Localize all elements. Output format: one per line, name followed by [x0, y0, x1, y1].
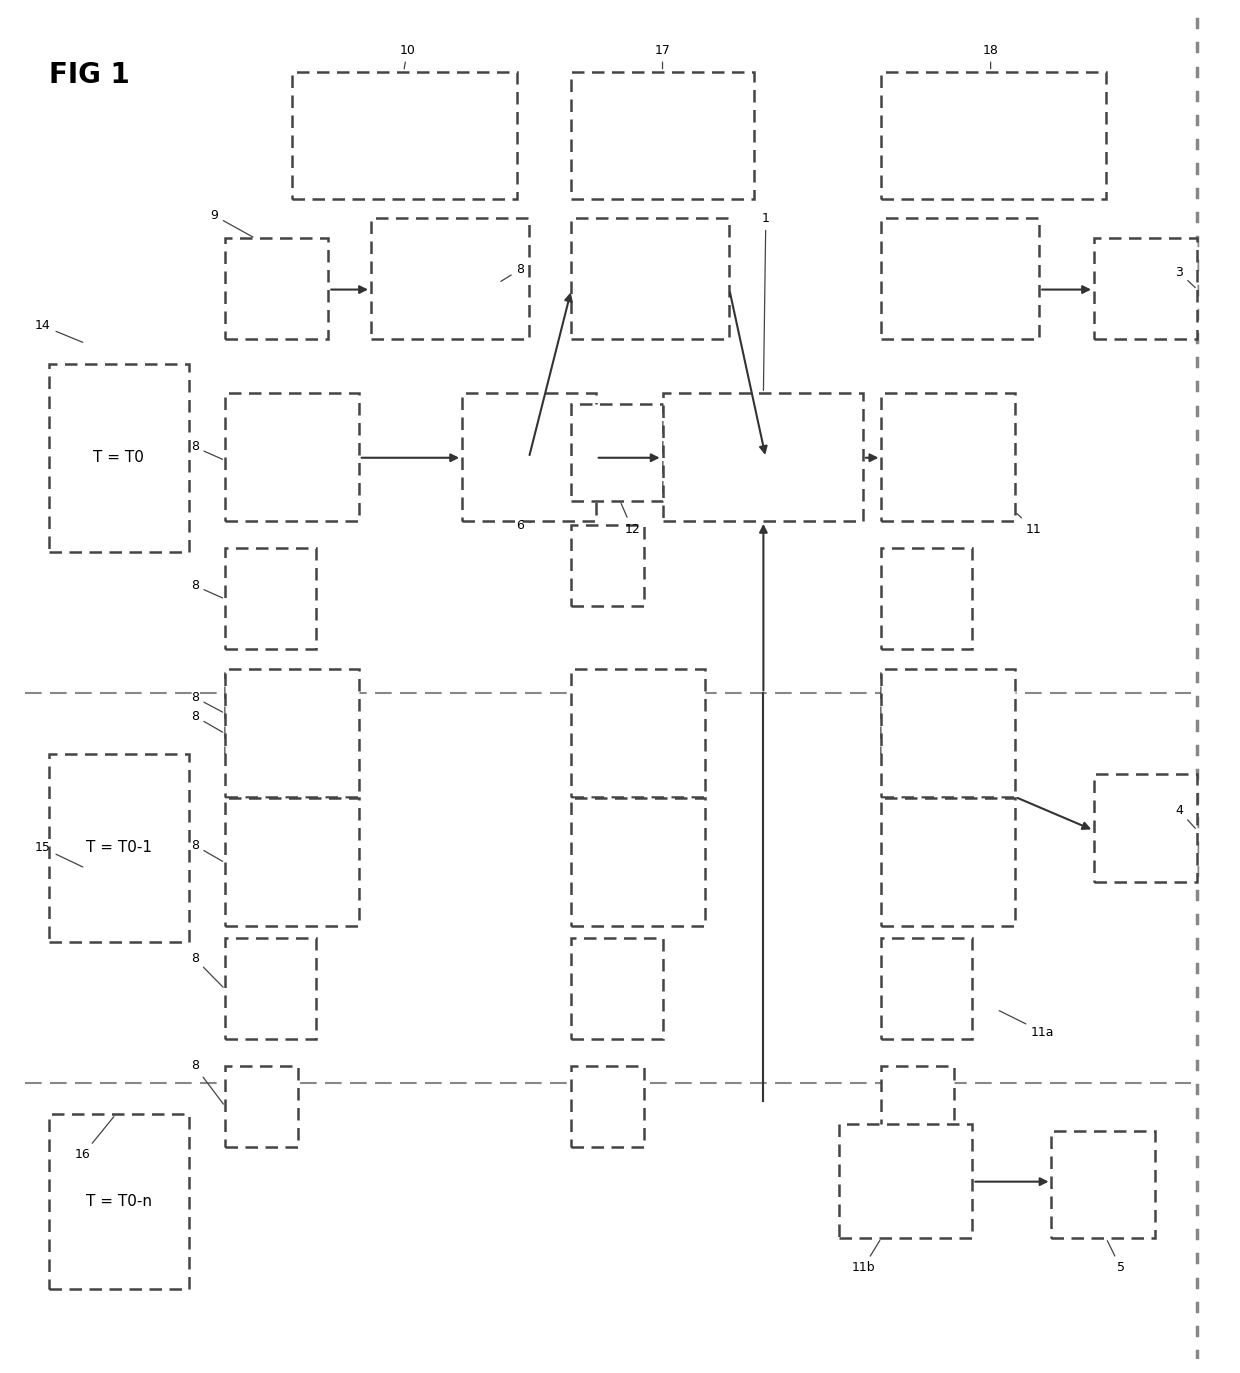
Bar	[224, 548, 316, 649]
Text: 8: 8	[191, 710, 223, 732]
Bar	[1094, 774, 1197, 881]
Bar	[882, 393, 1014, 520]
Bar	[572, 1065, 645, 1146]
Bar	[224, 239, 329, 339]
Bar	[224, 673, 298, 754]
Bar	[48, 754, 188, 942]
Text: 4: 4	[1176, 803, 1195, 828]
Text: 18: 18	[982, 44, 998, 69]
Bar	[882, 673, 954, 754]
Text: 8: 8	[191, 579, 222, 597]
Bar	[838, 1123, 972, 1238]
Bar	[882, 669, 1014, 796]
Text: FIG 1: FIG 1	[48, 60, 130, 89]
Bar	[224, 669, 358, 796]
Bar	[572, 524, 645, 605]
Text: 17: 17	[655, 44, 671, 69]
Bar	[224, 938, 316, 1039]
Bar	[572, 218, 729, 339]
Text: 10: 10	[399, 44, 415, 69]
Bar	[662, 393, 863, 520]
Text: 16: 16	[74, 1116, 114, 1162]
Text: 8: 8	[191, 1060, 223, 1104]
Text: 8: 8	[191, 691, 223, 713]
Text: 8: 8	[191, 839, 223, 861]
Bar	[572, 71, 754, 199]
Bar	[882, 218, 1039, 339]
Text: T = T0-n: T = T0-n	[86, 1195, 151, 1210]
Bar	[224, 798, 358, 925]
Bar	[371, 218, 528, 339]
Bar	[224, 393, 358, 520]
Text: 9: 9	[211, 209, 253, 238]
Text: 3: 3	[1176, 265, 1195, 287]
Bar	[572, 669, 706, 796]
Bar	[572, 938, 662, 1039]
Bar	[882, 71, 1106, 199]
Bar	[572, 798, 706, 925]
Bar	[1052, 1130, 1154, 1238]
Text: 11: 11	[1017, 514, 1042, 535]
Text: 8: 8	[501, 262, 525, 281]
Bar	[882, 938, 972, 1039]
Bar	[48, 1115, 188, 1289]
Text: 11b: 11b	[851, 1241, 880, 1274]
Bar	[882, 548, 972, 649]
Bar	[882, 798, 1014, 925]
Bar	[572, 404, 662, 501]
Bar	[291, 71, 517, 199]
Bar	[224, 1065, 298, 1146]
Text: 11a: 11a	[999, 1011, 1055, 1039]
Text: 6: 6	[516, 519, 532, 531]
Text: 1: 1	[761, 211, 770, 390]
Bar	[463, 393, 595, 520]
Text: 5: 5	[1107, 1241, 1125, 1274]
Bar	[1094, 239, 1197, 339]
Text: 8: 8	[191, 441, 222, 460]
Bar	[48, 364, 188, 552]
Text: T = T0-1: T = T0-1	[86, 840, 151, 855]
Bar	[882, 1065, 954, 1146]
Text: 14: 14	[35, 320, 83, 342]
Text: 12: 12	[621, 504, 640, 535]
Text: 15: 15	[35, 842, 83, 866]
Text: T = T0: T = T0	[93, 450, 144, 465]
Text: 8: 8	[191, 951, 223, 987]
